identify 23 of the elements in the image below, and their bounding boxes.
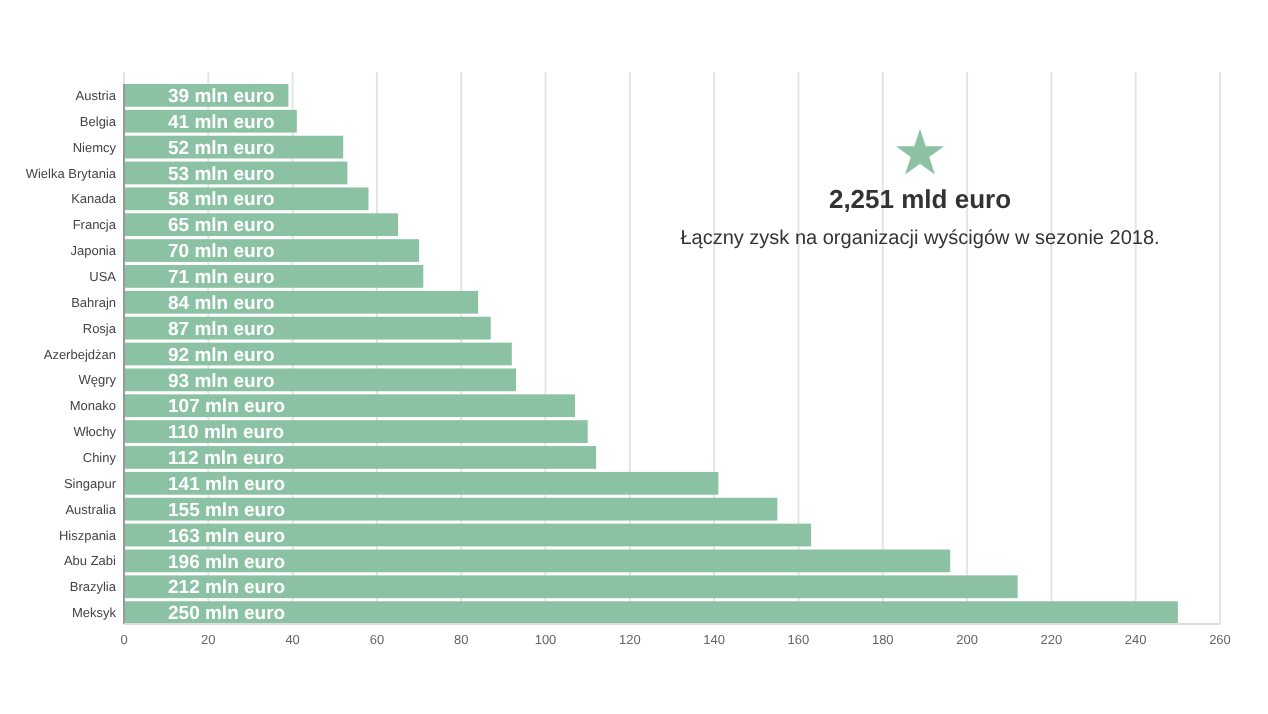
data-label: 250 mln euro xyxy=(168,603,286,626)
data-label: 52 mln euro xyxy=(168,137,276,160)
data-label: 53 mln euro xyxy=(168,163,276,186)
data-label: 84 mln euro xyxy=(168,292,276,315)
annotation: Łączny zysk na organizacji wyścigów w sezonie 2018. xyxy=(680,228,1160,250)
data-label: 212 mln euro xyxy=(168,577,286,600)
data-label: 112 mln euro xyxy=(168,448,285,471)
data-label: 39 mln euro xyxy=(168,86,276,109)
data-label: 155 mln euro xyxy=(168,499,286,522)
data-label: 93 mln euro xyxy=(168,370,276,393)
data-label: 141 mln euro xyxy=(168,473,286,496)
data-label: 87 mln euro xyxy=(168,318,276,341)
data-label: 107 mln euro xyxy=(168,396,286,419)
data-label: 70 mln euro xyxy=(168,241,276,264)
data-label: 41 mln euro xyxy=(168,111,276,134)
annotation: 2,251 mld euro xyxy=(828,184,1012,214)
data-label: 196 mln euro xyxy=(168,551,286,574)
data-label: 92 mln euro xyxy=(168,344,276,367)
data-label: 110 mln euro xyxy=(168,422,285,445)
data-label: 163 mln euro xyxy=(168,525,286,548)
data-label: 65 mln euro xyxy=(168,215,276,238)
data-label: 71 mln euro xyxy=(168,267,276,290)
data-label: 58 mln euro xyxy=(168,189,276,212)
